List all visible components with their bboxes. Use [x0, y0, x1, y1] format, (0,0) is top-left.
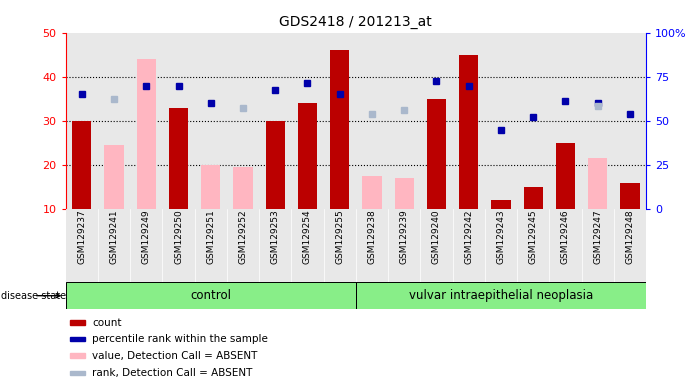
- Bar: [104, 145, 124, 209]
- Bar: [582, 209, 614, 282]
- Bar: [621, 183, 640, 209]
- Bar: [227, 209, 259, 282]
- Bar: [130, 209, 162, 282]
- Bar: [517, 33, 549, 209]
- Text: GSM129245: GSM129245: [529, 209, 538, 264]
- Text: vulvar intraepithelial neoplasia: vulvar intraepithelial neoplasia: [409, 289, 593, 302]
- Bar: [356, 282, 646, 309]
- Bar: [453, 33, 485, 209]
- Text: GSM129249: GSM129249: [142, 209, 151, 264]
- Text: GSM129248: GSM129248: [625, 209, 634, 264]
- Bar: [195, 33, 227, 209]
- Bar: [70, 371, 85, 375]
- Text: GSM129247: GSM129247: [593, 209, 603, 264]
- Bar: [201, 165, 220, 209]
- Bar: [614, 209, 646, 282]
- Text: GSM129255: GSM129255: [335, 209, 344, 264]
- Bar: [549, 33, 582, 209]
- Bar: [517, 209, 549, 282]
- Bar: [195, 209, 227, 282]
- Bar: [72, 121, 91, 209]
- Bar: [388, 209, 420, 282]
- Bar: [227, 33, 259, 209]
- Bar: [388, 33, 420, 209]
- Bar: [323, 209, 356, 282]
- Bar: [524, 187, 543, 209]
- Bar: [98, 33, 130, 209]
- Bar: [162, 209, 195, 282]
- Bar: [323, 33, 356, 209]
- Bar: [588, 159, 607, 209]
- Bar: [66, 209, 98, 282]
- Bar: [66, 282, 356, 309]
- Text: value, Detection Call = ABSENT: value, Detection Call = ABSENT: [92, 351, 258, 361]
- Bar: [265, 121, 285, 209]
- Text: disease state: disease state: [1, 291, 66, 301]
- Text: GSM129238: GSM129238: [368, 209, 377, 264]
- Text: GSM129251: GSM129251: [206, 209, 216, 264]
- Bar: [66, 33, 98, 209]
- Bar: [420, 33, 453, 209]
- Bar: [453, 209, 485, 282]
- Bar: [614, 33, 646, 209]
- Bar: [137, 59, 156, 209]
- Bar: [362, 176, 381, 209]
- Bar: [356, 282, 646, 309]
- Text: GSM129239: GSM129239: [399, 209, 409, 264]
- Bar: [395, 179, 414, 209]
- Bar: [356, 33, 388, 209]
- Text: control: control: [190, 289, 231, 302]
- Bar: [169, 108, 188, 209]
- Text: rank, Detection Call = ABSENT: rank, Detection Call = ABSENT: [92, 368, 253, 378]
- Bar: [70, 353, 85, 358]
- Text: GSM129240: GSM129240: [432, 209, 441, 264]
- Bar: [130, 33, 162, 209]
- Bar: [162, 33, 195, 209]
- Bar: [259, 33, 292, 209]
- Text: count: count: [92, 318, 122, 328]
- Bar: [549, 209, 582, 282]
- Text: GSM129246: GSM129246: [561, 209, 570, 264]
- Bar: [420, 209, 453, 282]
- Text: GSM129242: GSM129242: [464, 209, 473, 264]
- Bar: [292, 209, 323, 282]
- Bar: [556, 143, 575, 209]
- Bar: [485, 209, 517, 282]
- Bar: [70, 320, 85, 325]
- Text: GSM129250: GSM129250: [174, 209, 183, 264]
- Bar: [427, 99, 446, 209]
- Bar: [298, 103, 317, 209]
- Text: GSM129241: GSM129241: [109, 209, 119, 264]
- Bar: [356, 209, 388, 282]
- Bar: [459, 55, 478, 209]
- Text: GSM129243: GSM129243: [496, 209, 506, 264]
- Bar: [582, 33, 614, 209]
- Bar: [491, 200, 511, 209]
- Text: GSM129253: GSM129253: [271, 209, 280, 264]
- Bar: [66, 282, 356, 309]
- Text: percentile rank within the sample: percentile rank within the sample: [92, 334, 268, 344]
- Text: GSM129237: GSM129237: [77, 209, 86, 264]
- Bar: [98, 209, 130, 282]
- Bar: [70, 337, 85, 341]
- Bar: [330, 50, 350, 209]
- Bar: [292, 33, 323, 209]
- Text: GSM129254: GSM129254: [303, 209, 312, 264]
- Bar: [485, 33, 517, 209]
- Bar: [234, 167, 253, 209]
- Text: GSM129252: GSM129252: [238, 209, 247, 264]
- Title: GDS2418 / 201213_at: GDS2418 / 201213_at: [279, 15, 433, 29]
- Bar: [259, 209, 292, 282]
